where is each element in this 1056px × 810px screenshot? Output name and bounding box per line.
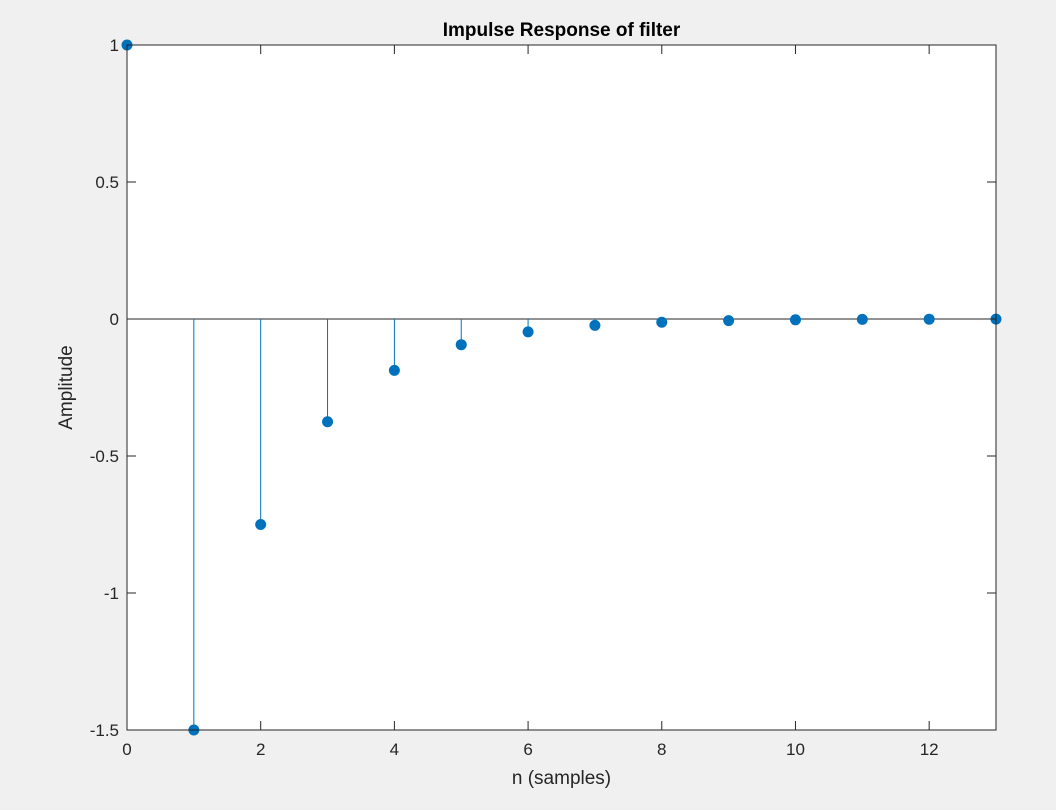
- stem-marker: [856, 313, 868, 325]
- stem-marker: [789, 314, 801, 326]
- x-tick-label: 8: [657, 740, 666, 759]
- stem-marker: [589, 319, 601, 331]
- x-tick-label: 12: [920, 740, 939, 759]
- stem-marker: [322, 416, 334, 428]
- stem-marker: [723, 315, 735, 327]
- x-axis-label: n (samples): [512, 768, 611, 789]
- y-tick-label: 0: [110, 310, 119, 329]
- chart-title: Impulse Response of filter: [443, 20, 681, 41]
- x-tick-label: 0: [122, 740, 131, 759]
- y-axis-label: Amplitude: [56, 345, 77, 430]
- axis-ticks: [126, 44, 996, 731]
- x-tick-label: 4: [390, 740, 399, 759]
- axes-box: [126, 44, 997, 731]
- y-tick-label: 1: [110, 36, 119, 55]
- stem-marker: [656, 316, 668, 328]
- y-tick-label: 0.5: [95, 173, 119, 192]
- x-tick-labels: 0 2 4 6 8 10 12: [122, 740, 938, 759]
- x-tick-label: 6: [523, 740, 532, 759]
- stem-marker: [455, 339, 467, 351]
- y-tick-label: -0.5: [90, 447, 119, 466]
- x-tick-label: 10: [786, 740, 805, 759]
- stem-marker: [923, 313, 935, 325]
- x-tick-label: 2: [256, 740, 265, 759]
- axes-background: [127, 45, 996, 730]
- stem-marker: [522, 326, 534, 338]
- y-tick-label: -1: [104, 584, 119, 603]
- y-tick-label: -1.5: [90, 721, 119, 740]
- stem-series: [121, 39, 1002, 736]
- stem-marker: [388, 364, 400, 376]
- y-tick-labels: -1.5 -1 -0.5 0 0.5 1: [90, 36, 119, 740]
- stem-marker: [255, 519, 267, 530]
